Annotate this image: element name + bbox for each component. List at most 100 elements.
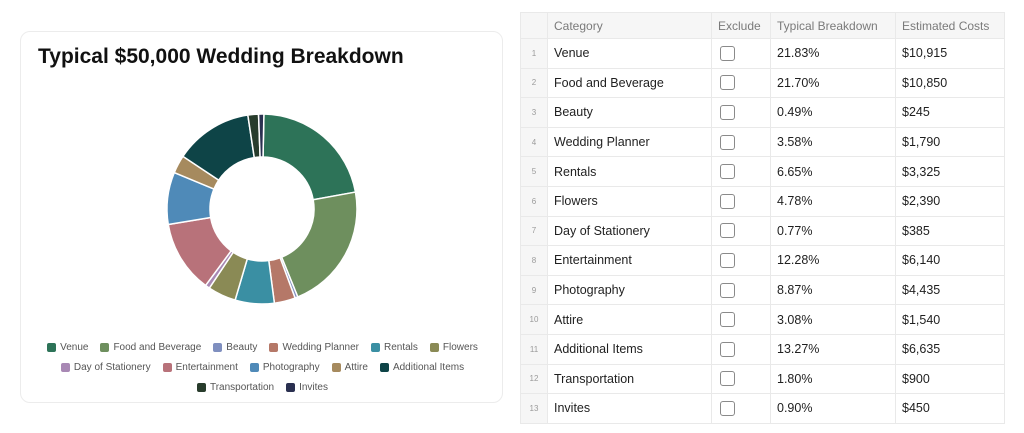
exclude-checkbox[interactable]: [720, 341, 735, 357]
legend-item[interactable]: Venue: [47, 342, 88, 353]
category-cell: Photography: [547, 274, 712, 306]
legend-row: Transportation Invites: [21, 377, 504, 397]
cost-cell: $6,140: [895, 245, 1005, 276]
breakdown-header[interactable]: Typical Breakdown: [770, 12, 896, 39]
exclude-checkbox[interactable]: [720, 401, 735, 417]
legend-label: Day of Stationery: [73, 361, 151, 373]
exclude-checkbox[interactable]: [720, 75, 735, 91]
category-cell: Food and Beverage: [547, 67, 712, 99]
legend-item[interactable]: Entertainment: [162, 362, 238, 373]
category-cell: Beauty: [547, 97, 712, 128]
exclude-cell: [711, 333, 771, 365]
legend-row: Day of Stationery Entertainment Photograph…: [21, 357, 504, 377]
category-cell: Wedding Planner: [547, 126, 712, 158]
legend-swatch: [331, 362, 341, 372]
table-row: 8 Entertainment 12.28% $6,140: [520, 245, 1005, 276]
breakdown-table: Category Exclude Typical Breakdown Estim…: [520, 12, 1005, 424]
slice-venue[interactable]: [262, 113, 357, 201]
table-row: 9 Photography 8.87% $4,435: [520, 274, 1005, 306]
legend-label: Attire: [344, 361, 368, 373]
chart-title: Typical $50,000 Wedding Breakdown: [38, 45, 404, 68]
cost-cell: $450: [895, 393, 1005, 424]
cost-cell: $10,915: [895, 38, 1005, 69]
legend-item[interactable]: Beauty: [213, 342, 257, 353]
cost-cell: $1,790: [895, 126, 1005, 158]
row-index: 10: [520, 304, 548, 335]
breakdown-cell: 0.49%: [770, 97, 896, 128]
cost-cell: $6,635: [895, 333, 1005, 365]
exclude-checkbox[interactable]: [720, 282, 735, 298]
cost-cell: $245: [895, 97, 1005, 128]
legend-item[interactable]: Day of Stationery: [60, 361, 151, 373]
breakdown-cell: 3.58%: [770, 126, 896, 158]
legend-label: Food and Beverage: [113, 341, 202, 353]
cost-cell: $2,390: [895, 185, 1005, 217]
table-row: 1 Venue 21.83% $10,915: [520, 38, 1005, 69]
exclude-cell: [711, 304, 771, 335]
row-index: 11: [520, 333, 548, 365]
row-index: 3: [520, 97, 548, 128]
category-cell: Transportation: [547, 363, 712, 395]
legend-swatch: [60, 362, 70, 372]
legend-swatch: [370, 342, 380, 352]
legend-item[interactable]: Transportation: [196, 381, 275, 393]
table-header-row: Category Exclude Typical Breakdown Estim…: [520, 12, 1005, 39]
table-row: 7 Day of Stationery 0.77% $385: [520, 215, 1005, 247]
exclude-checkbox[interactable]: [720, 312, 735, 328]
legend-item[interactable]: Flowers: [429, 341, 478, 353]
breakdown-cell: 13.27%: [770, 333, 896, 365]
exclude-cell: [711, 126, 771, 158]
legend-item[interactable]: Photography: [249, 362, 320, 373]
table-row: 3 Beauty 0.49% $245: [520, 97, 1005, 128]
category-cell: Entertainment: [547, 245, 712, 276]
breakdown-cell: 3.08%: [770, 304, 896, 335]
exclude-checkbox[interactable]: [720, 45, 735, 61]
legend-item[interactable]: Wedding Planner: [269, 342, 359, 353]
slice-food-and-beverage[interactable]: [280, 191, 358, 298]
cost-header[interactable]: Estimated Costs: [895, 12, 1005, 39]
exclude-checkbox[interactable]: [720, 105, 735, 121]
legend-swatch: [379, 362, 389, 372]
breakdown-cell: 6.65%: [770, 156, 896, 187]
exclude-cell: [711, 245, 771, 276]
row-index: 6: [520, 185, 548, 217]
category-header[interactable]: Category: [547, 12, 712, 39]
legend-label: Additional Items: [392, 361, 465, 373]
legend-label: Rentals: [383, 341, 418, 353]
cost-cell: $900: [895, 363, 1005, 395]
exclude-cell: [711, 156, 771, 187]
legend-item[interactable]: Food and Beverage: [100, 342, 201, 353]
exclude-header[interactable]: Exclude: [711, 12, 771, 39]
legend-item[interactable]: Attire: [331, 361, 368, 373]
legend-swatch: [429, 342, 439, 352]
legend-item[interactable]: Additional Items: [379, 361, 465, 373]
exclude-checkbox[interactable]: [720, 223, 735, 239]
exclude-cell: [711, 67, 771, 99]
slice-invites[interactable]: [257, 113, 265, 158]
legend-label: Flowers: [442, 341, 478, 353]
category-cell: Rentals: [547, 156, 712, 187]
exclude-checkbox[interactable]: [720, 134, 735, 150]
exclude-cell: [711, 274, 771, 306]
exclude-checkbox[interactable]: [720, 371, 735, 387]
breakdown-cell: 0.77%: [770, 215, 896, 247]
table-row: 10 Attire 3.08% $1,540: [520, 304, 1005, 335]
exclude-checkbox[interactable]: [720, 193, 735, 209]
legend-row: Venue Food and Beverage Beauty Wedding Plan…: [21, 337, 504, 357]
exclude-checkbox[interactable]: [720, 164, 735, 180]
breakdown-cell: 21.70%: [770, 67, 896, 99]
exclude-checkbox[interactable]: [720, 253, 735, 269]
row-index: 13: [520, 393, 548, 424]
legend-label: Venue: [60, 341, 89, 353]
exclude-cell: [711, 393, 771, 424]
table-row: 6 Flowers 4.78% $2,390: [520, 185, 1005, 217]
legend-label: Transportation: [209, 381, 275, 393]
row-index: 2: [520, 67, 548, 99]
legend-swatch: [47, 342, 57, 352]
category-cell: Venue: [547, 38, 712, 69]
cost-cell: $10,850: [895, 67, 1005, 99]
legend-item[interactable]: Rentals: [370, 341, 418, 353]
category-cell: Attire: [547, 304, 712, 335]
legend-item[interactable]: Invites: [286, 382, 328, 393]
breakdown-cell: 12.28%: [770, 245, 896, 276]
